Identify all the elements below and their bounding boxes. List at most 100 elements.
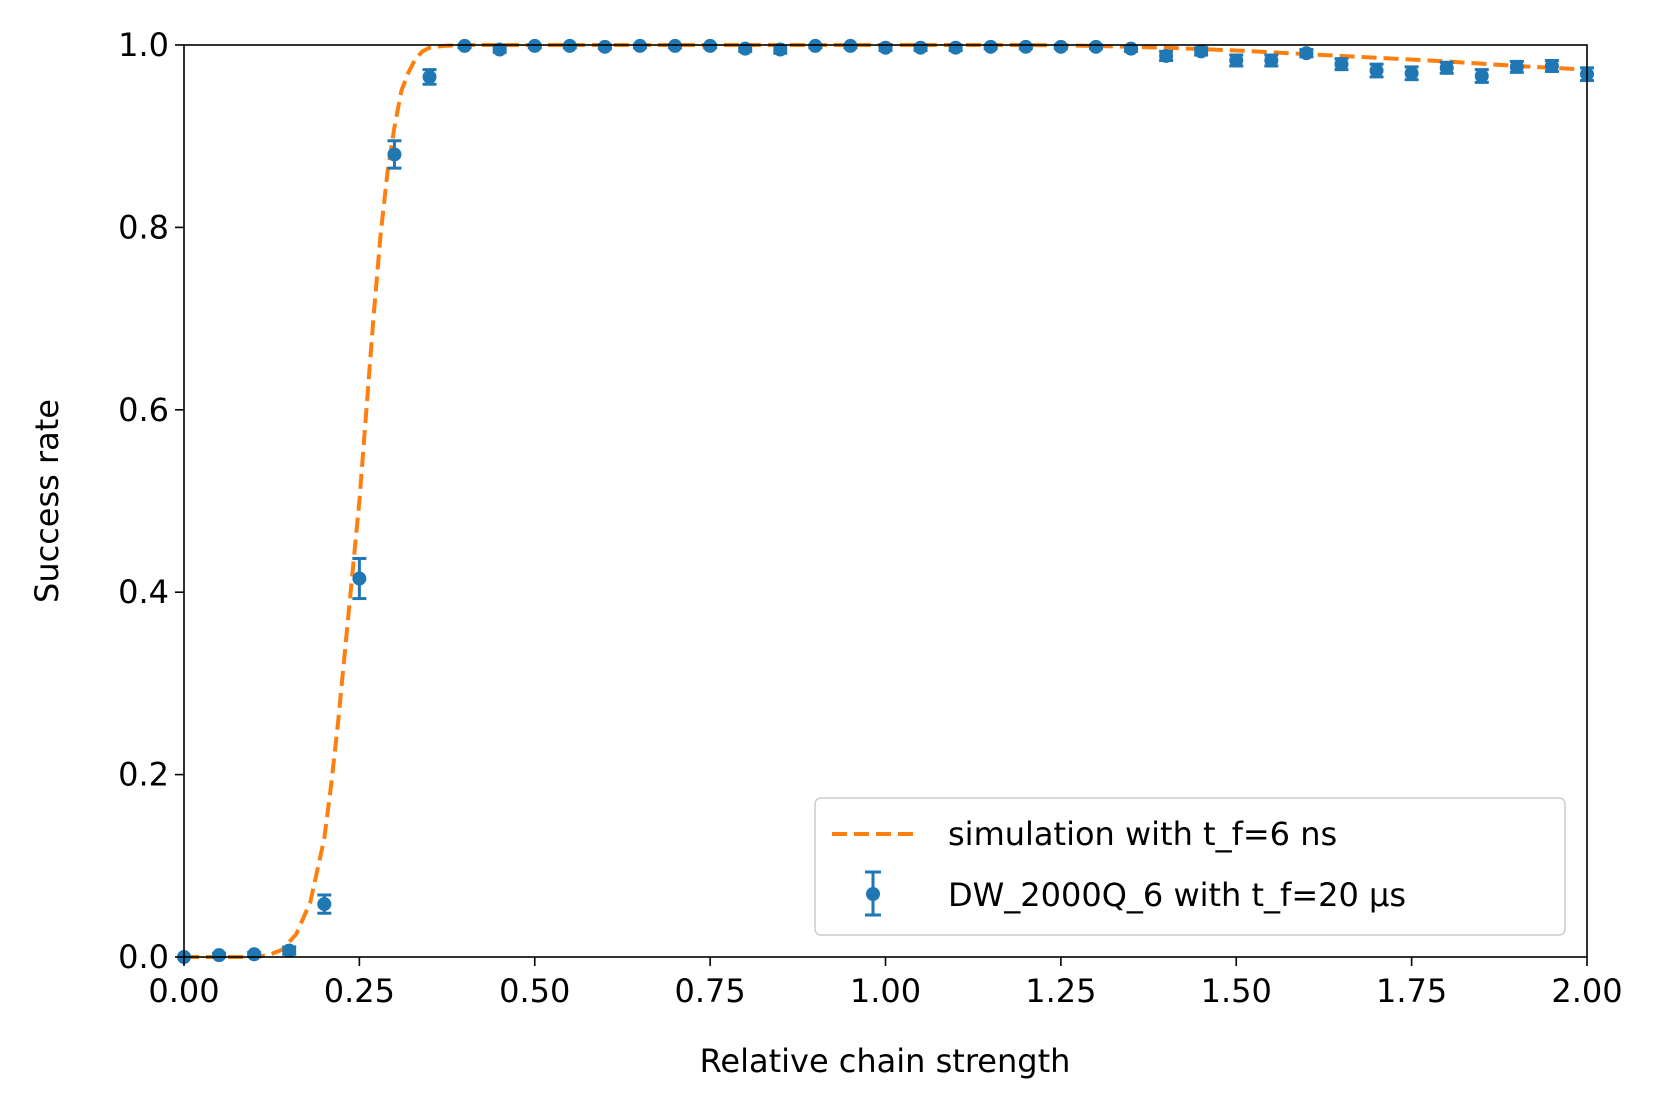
marker (422, 69, 437, 84)
data-point-dw (352, 556, 367, 601)
data-point-dw (1124, 41, 1139, 56)
data-point-dw (1474, 68, 1489, 84)
data-point-dw (1053, 39, 1068, 54)
y-tick-label: 0.2 (118, 756, 169, 794)
y-tick-label: 0.8 (118, 208, 169, 246)
y-tick-label: 0.4 (118, 573, 169, 611)
x-tick-label: 1.25 (1025, 972, 1096, 1010)
data-point-dw (1439, 60, 1454, 75)
marker (527, 38, 542, 53)
data-point-dw (1229, 53, 1244, 68)
data-point-dw (632, 38, 647, 53)
marker (1544, 58, 1559, 73)
marker (808, 38, 823, 53)
legend-frame (814, 797, 1566, 936)
marker (1369, 63, 1384, 78)
y-axis-ticks: 0.0 0.2 0.4 0.6 0.8 1.0 (118, 26, 184, 976)
data-point-dw (1334, 57, 1349, 72)
y-tick-label: 1.0 (118, 26, 169, 64)
data-point-dw (703, 38, 718, 53)
marker (1053, 39, 1068, 54)
marker (632, 38, 647, 53)
marker (457, 38, 472, 53)
marker (913, 40, 928, 55)
data-point-dw (422, 68, 437, 86)
data-point-dw (212, 948, 227, 963)
y-axis-label: Success rate (28, 399, 66, 603)
data-point-dw (247, 947, 262, 962)
marker (1474, 69, 1489, 84)
data-point-dw (1509, 59, 1524, 74)
data-point-dw (457, 38, 472, 53)
marker (212, 948, 227, 963)
data-point-dw (1194, 44, 1209, 59)
marker (738, 41, 753, 56)
y-tick-label: 0.6 (118, 391, 169, 429)
x-tick-label: 0.50 (499, 972, 570, 1010)
data-point-dw (1088, 39, 1103, 54)
data-point-dw (1404, 65, 1419, 82)
data-point-dw (1018, 39, 1033, 54)
marker (1334, 57, 1349, 72)
x-tick-label: 0.75 (675, 972, 746, 1010)
data-point-dw (808, 38, 823, 53)
data-point-dw (1159, 48, 1174, 63)
marker (1124, 41, 1139, 56)
marker (1018, 39, 1033, 54)
marker (1509, 59, 1524, 74)
marker (247, 947, 262, 962)
data-point-dw (1264, 53, 1279, 68)
legend-marker-dw (866, 887, 880, 901)
marker (317, 897, 332, 912)
marker (1159, 48, 1174, 63)
data-point-dw (1299, 46, 1314, 61)
legend: simulation with t_f=6 ns DW_2000Q_6 with… (814, 797, 1566, 936)
data-point-dw (913, 40, 928, 55)
marker (983, 39, 998, 54)
marker (1404, 66, 1419, 81)
marker (1299, 46, 1314, 61)
marker (843, 38, 858, 53)
marker (948, 40, 963, 55)
data-point-dw (773, 42, 788, 57)
marker (282, 943, 297, 958)
data-point-dw (597, 39, 612, 54)
marker (1088, 39, 1103, 54)
legend-label-dw: DW_2000Q_6 with t_f=20 µs (948, 876, 1406, 914)
marker (668, 38, 683, 53)
legend-label-simulation: simulation with t_f=6 ns (948, 815, 1337, 853)
data-point-dw (878, 40, 893, 55)
marker (597, 39, 612, 54)
marker (562, 38, 577, 53)
data-point-dw (387, 139, 402, 170)
x-tick-label: 0.00 (148, 972, 219, 1010)
data-point-dw (738, 41, 753, 56)
marker (1264, 53, 1279, 68)
marker (773, 42, 788, 57)
x-tick-label: 1.75 (1376, 972, 1447, 1010)
data-point-dw (282, 943, 297, 958)
x-tick-label: 2.00 (1551, 972, 1622, 1010)
x-axis-ticks: 0.00 0.25 0.50 0.75 1.00 1.25 1.50 1.75 2.00 (148, 957, 1623, 1010)
x-tick-label: 1.50 (1201, 972, 1272, 1010)
series-layer (177, 38, 1594, 964)
marker (1439, 60, 1454, 75)
data-point-dw (668, 38, 683, 53)
data-point-dw (948, 40, 963, 55)
marker (492, 42, 507, 57)
data-point-dw (983, 39, 998, 54)
data-point-dw (1544, 58, 1559, 73)
x-tick-label: 0.25 (324, 972, 395, 1010)
series-line-simulation (184, 43, 1588, 959)
marker (352, 571, 367, 586)
marker (1194, 44, 1209, 59)
x-tick-label: 1.00 (850, 972, 921, 1010)
data-point-dw (1369, 62, 1384, 79)
data-point-dw (527, 38, 542, 53)
x-axis-label: Relative chain strength (700, 1042, 1071, 1080)
data-point-dw (317, 893, 332, 915)
marker (1229, 53, 1244, 68)
data-point-dw (492, 42, 507, 57)
